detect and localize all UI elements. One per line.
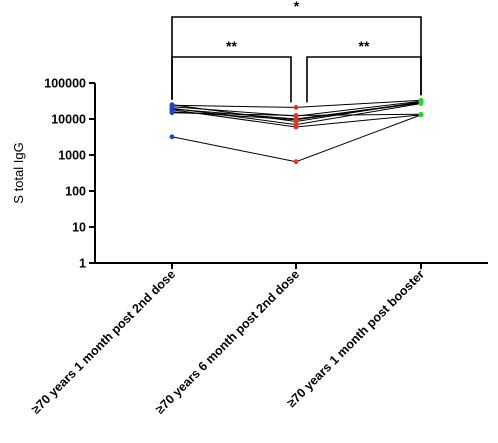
data-point — [293, 113, 299, 118]
data-point — [293, 117, 299, 123]
x-category-label: ≥70 years 6 month post 2nd dose — [153, 267, 302, 416]
y-axis-label: S total IgG — [11, 142, 26, 203]
data-point — [293, 124, 299, 130]
data-point — [418, 112, 424, 118]
data-point — [169, 134, 175, 140]
y-tick-label: 100000 — [44, 77, 86, 91]
significance-brackets: ** *** — [171, 0, 422, 103]
y-tick-label: 1 — [79, 257, 86, 271]
y-tick-label: 10000 — [51, 113, 86, 127]
x-ticks: ≥70 years 1 month post 2nd dose≥70 years… — [29, 263, 427, 417]
significance-label: ** — [226, 38, 237, 54]
x-category-label: ≥70 years 1 month post 2nd dose — [29, 267, 178, 416]
significance-bracket — [306, 56, 422, 103]
data-point — [293, 105, 299, 110]
x-category-label: ≥70 years 1 month post booster — [284, 267, 427, 410]
y-tick-label: 10 — [72, 221, 86, 235]
data-point — [418, 100, 424, 106]
y-ticks: 1 10 100 1000 10000 100000 — [44, 77, 95, 271]
significance-label: * — [294, 0, 300, 14]
data-points — [169, 97, 424, 165]
data-point — [169, 110, 175, 116]
y-tick-label: 1000 — [58, 149, 86, 163]
significance-label: ** — [359, 38, 370, 54]
axes — [94, 83, 488, 264]
y-tick-label: 100 — [65, 185, 86, 199]
significance-bracket — [171, 16, 422, 100]
significance-bracket — [171, 56, 292, 103]
data-point — [293, 159, 299, 165]
